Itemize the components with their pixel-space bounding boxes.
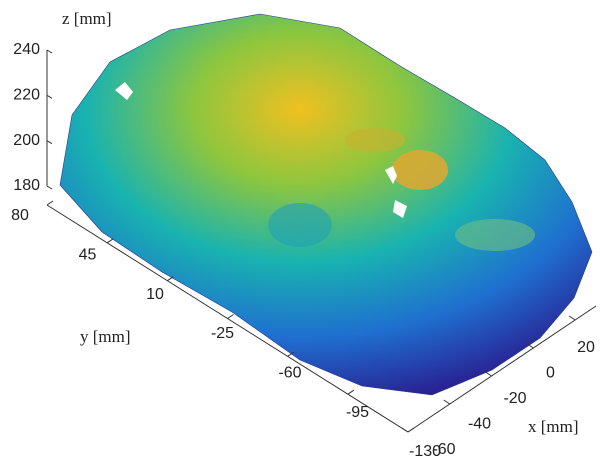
y-tick-label: -25 (211, 325, 234, 342)
x-tick-label: 20 (577, 339, 595, 356)
brow-ridge (345, 128, 405, 152)
x-tick (401, 427, 409, 433)
axes: 180200220240804510-25-60-95-130-60-40-20… (11, 41, 597, 460)
z-tick-label: 200 (13, 132, 40, 149)
z-tick (46, 94, 53, 99)
eye-left (268, 203, 332, 247)
x-tick-label: 0 (546, 365, 555, 382)
y-tick-label: -60 (278, 365, 301, 382)
x-tick-label: -20 (503, 390, 526, 407)
x-tick-label: -60 (432, 441, 455, 458)
y-tick (287, 351, 294, 357)
z-tick-label: 220 (13, 87, 40, 104)
mouth (455, 219, 535, 251)
y-tick (227, 314, 234, 319)
y-tick (347, 389, 355, 395)
x-tick (527, 343, 534, 349)
y-tick-label: 45 (79, 247, 97, 264)
x-axis-label: x [mm] (528, 417, 579, 436)
nose (392, 150, 448, 190)
x-tick-label: -40 (468, 416, 491, 433)
x-axis-line (407, 305, 597, 433)
z-tick-label: 180 (13, 177, 40, 194)
y-tick-label: 10 (146, 286, 164, 303)
y-tick (167, 276, 174, 282)
surface (59, 13, 593, 396)
y-axis-label: y [mm] (80, 327, 131, 346)
x-tick (568, 315, 576, 321)
y-tick-label: -95 (346, 404, 369, 421)
y-tick-label: 80 (11, 207, 29, 224)
z-tick (46, 49, 53, 54)
z-tick (46, 185, 53, 190)
y-tick (46, 200, 54, 206)
y-tick-label: -130 (409, 443, 441, 460)
z-tick (46, 140, 53, 145)
y-tick (106, 238, 114, 244)
z-axis-label: z [mm] (62, 9, 112, 28)
face-surface (59, 13, 593, 396)
x-tick (485, 371, 492, 377)
x-tick (443, 399, 451, 405)
z-tick-label: 240 (13, 41, 40, 58)
